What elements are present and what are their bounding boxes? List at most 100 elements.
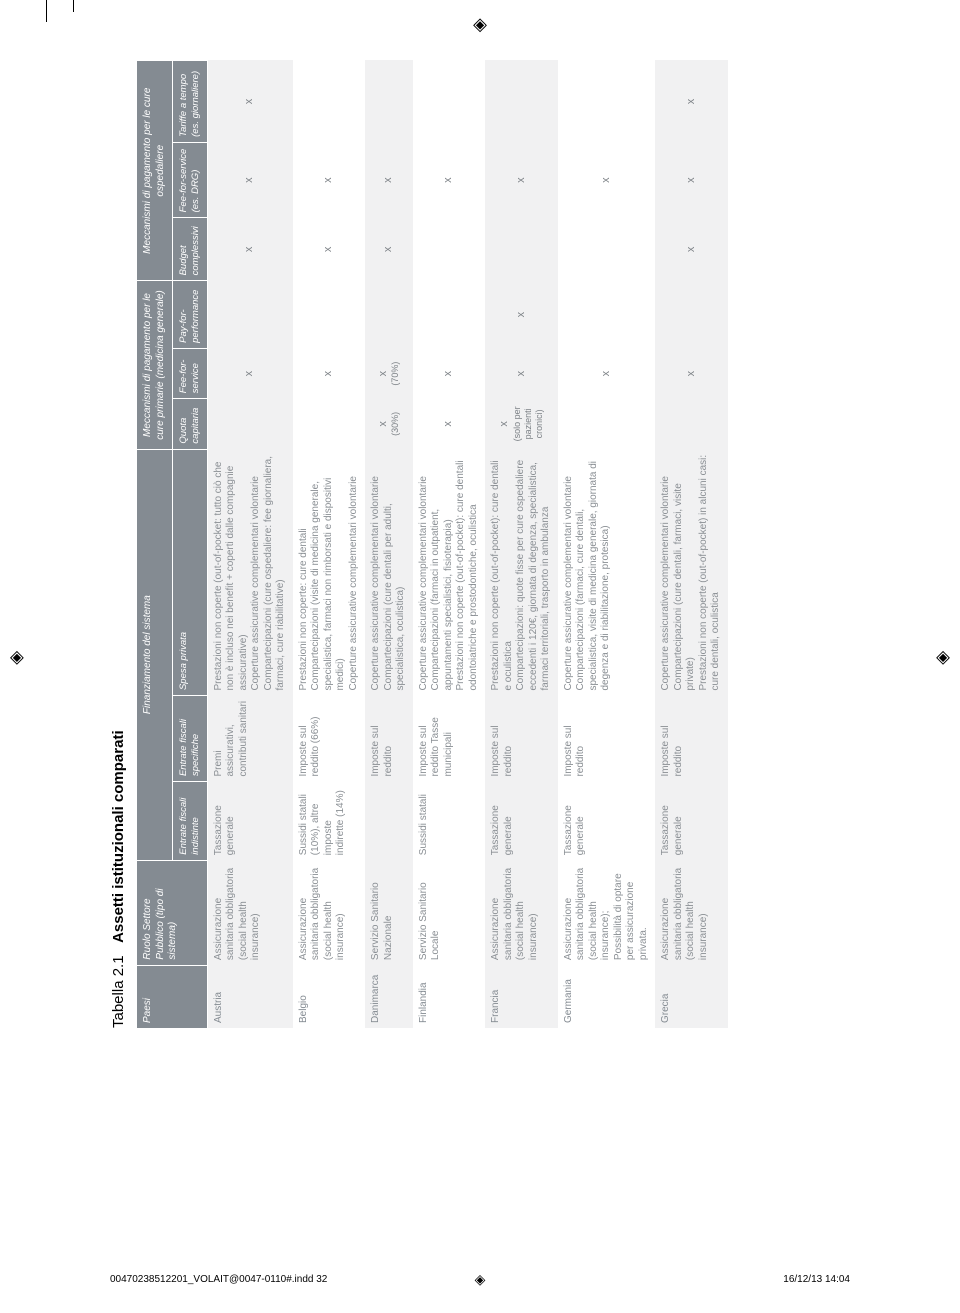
cell-ffs: x (413, 348, 486, 398)
cell-role: Assicurazione sanitaria obbligatoria (so… (655, 860, 728, 965)
cell-budget: x (207, 218, 293, 281)
cell-drg: x (207, 142, 293, 218)
table-row: FinlandiaServizio Sanitario LocaleSussid… (413, 61, 486, 1029)
cell-drg: x (293, 142, 366, 218)
table-row: FranciaAssicurazione sanitaria obbligato… (485, 61, 558, 1029)
cell-tariffe (413, 61, 486, 143)
table-row: AustriaAssicurazione sanitaria obbligato… (207, 61, 293, 1029)
cell-capitaria: x(solo per pazienti cronici) (485, 399, 558, 449)
col-header-ruolo: Ruolo Settore Pubblico (tipo di sistema) (137, 860, 207, 965)
cell-pfp (365, 281, 413, 348)
cell-country: Germania (558, 965, 656, 1028)
cell-country: Belgio (293, 965, 366, 1028)
cell-specifiche: Premi assicurativi, contributi sanitari (207, 696, 293, 782)
cell-country: Finlandia (413, 965, 486, 1028)
table-row: DanimarcaServizio Sanitario Nazionale Imp… (365, 61, 413, 1029)
comparison-table: Paesi Ruolo Settore Pubblico (tipo di si… (137, 60, 728, 1028)
cell-role: Assicurazione sanitaria obbligatoria (so… (293, 860, 366, 965)
crop-mark-icon: ◈ (473, 14, 487, 35)
cell-specifiche: Imposte sul reddito Tasse municipali (413, 696, 486, 782)
cell-capitaria: x (413, 399, 486, 449)
cell-specifiche: Imposte sul reddito (655, 696, 728, 782)
col-group-ospedaliere: Meccanismi di pagamento per le cure ospe… (137, 61, 173, 281)
col-header-ffs: Fee-for-service (173, 348, 208, 398)
cell-role: Servizio Sanitario Locale (413, 860, 486, 965)
cell-indistinte: Sussidi statali (413, 782, 486, 861)
col-header-paesi: Paesi (137, 965, 207, 1028)
cell-specifiche: Imposte sul reddito (66%) (293, 696, 366, 782)
page: ◈ ◈ ◈ Tabella 2.1 Assetti istituzionali … (0, 0, 960, 1313)
cell-spesa-privata: Prestazioni non coperte: cure dentaliCom… (293, 449, 366, 695)
col-header-specifiche: Entrate fiscali specifiche (173, 696, 208, 782)
cell-ffs: x (558, 348, 656, 398)
cell-budget (485, 218, 558, 281)
cell-budget (558, 218, 656, 281)
footer-filepath: 00470238512201_VOLAIT@0047-0110#.indd 32 (110, 1274, 327, 1285)
cell-drg: x (485, 142, 558, 218)
rotated-table-wrapper: Tabella 2.1 Assetti istituzionali compar… (110, 60, 728, 1028)
cell-spesa-privata: Prestazioni non coperte (out-of-pocket):… (485, 449, 558, 695)
cell-capitaria (293, 399, 366, 449)
page-footer: 00470238512201_VOLAIT@0047-0110#.indd 32… (110, 1274, 850, 1285)
col-header-pfp: Pay-for-performance (173, 281, 208, 348)
cell-tariffe: x (207, 61, 293, 143)
cell-tariffe (365, 61, 413, 143)
cell-spesa-privata: Coperture assicurative complementari vol… (365, 449, 413, 695)
cell-indistinte: Tassazione generale (485, 782, 558, 861)
cell-country: Danimarca (365, 965, 413, 1028)
cell-pfp (558, 281, 656, 348)
col-header-tariffe: Tariffe a tempo (es. giornaliere) (173, 61, 208, 143)
cell-ffs: x (293, 348, 366, 398)
crop-mark-icon: ◈ (475, 1271, 486, 1288)
cell-pfp (655, 281, 728, 348)
col-header-capitaria: Quota capitaria (173, 399, 208, 449)
cell-budget: x (365, 218, 413, 281)
cell-drg: x (413, 142, 486, 218)
cell-spesa-privata: Coperture assicurative complementari vol… (558, 449, 656, 695)
cell-ffs: x (655, 348, 728, 398)
cell-tariffe (485, 61, 558, 143)
cell-country: Austria (207, 965, 293, 1028)
cell-indistinte: Sussidi statali (10%), altre imposte ind… (293, 782, 366, 861)
cell-budget: x (655, 218, 728, 281)
col-group-primarie: Meccanismi di pagamento per le cure prim… (137, 281, 173, 449)
col-header-spesa-privata: Spesa privata (173, 449, 208, 695)
cell-indistinte (365, 782, 413, 861)
cell-spesa-privata: Coperture assicurative complementari vol… (413, 449, 486, 695)
cell-pfp (293, 281, 366, 348)
table-row: GreciaAssicurazione sanitaria obbligator… (655, 61, 728, 1029)
cell-ffs: x(70%) (365, 348, 413, 398)
cell-drg: x (655, 142, 728, 218)
crop-mark-icon: ◈ (10, 646, 24, 667)
cell-pfp (413, 281, 486, 348)
cell-country: Francia (485, 965, 558, 1028)
col-header-drg: Fee-for-service (es. DRG) (173, 142, 208, 218)
cell-indistinte: Tassazione generale (655, 782, 728, 861)
cell-tariffe (293, 61, 366, 143)
cell-capitaria (558, 399, 656, 449)
cell-role: Servizio Sanitario Nazionale (365, 860, 413, 965)
cell-tariffe (558, 61, 656, 143)
cell-tariffe: x (655, 61, 728, 143)
cell-specifiche: Imposte sul reddito (485, 696, 558, 782)
cell-specifiche: Imposte sul reddito (558, 696, 656, 782)
cell-role: Assicurazione sanitaria obbligatoria (so… (558, 860, 656, 965)
cell-country: Grecia (655, 965, 728, 1028)
crop-mark-icon: ◈ (936, 646, 950, 667)
col-header-budget: Budget complessivi (173, 218, 208, 281)
table-row: BelgioAssicurazione sanitaria obbligator… (293, 61, 366, 1029)
footer-timestamp: 16/12/13 14:04 (783, 1274, 850, 1285)
cell-role: Assicurazione sanitaria obbligatoria (so… (207, 860, 293, 965)
caption-title: Assetti istituzionali comparati (110, 730, 127, 943)
cell-ffs: x (485, 348, 558, 398)
caption-number: Tabella 2.1 (110, 955, 127, 1028)
cell-capitaria: x(30%) (365, 399, 413, 449)
cell-capitaria (207, 399, 293, 449)
cell-specifiche: Imposte sul reddito (365, 696, 413, 782)
cell-indistinte: Tassazione generale (558, 782, 656, 861)
cell-ffs: x (207, 348, 293, 398)
cell-drg: x (365, 142, 413, 218)
cell-pfp: x (485, 281, 558, 348)
table-caption: Tabella 2.1 Assetti istituzionali compar… (110, 60, 127, 1028)
cell-budget: x (293, 218, 366, 281)
